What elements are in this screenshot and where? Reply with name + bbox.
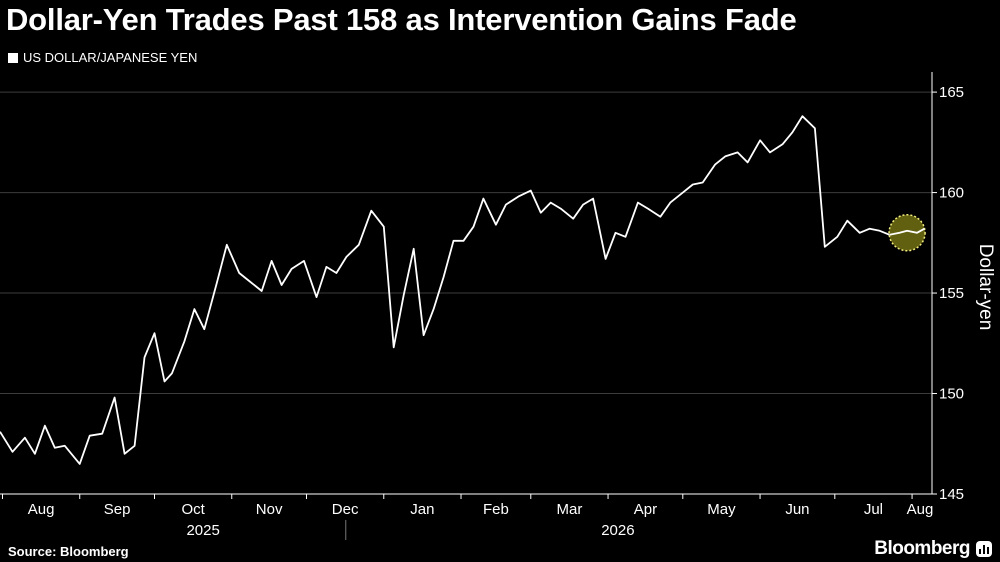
x-tick-label: May <box>707 501 736 518</box>
x-axis: Aug Sep Oct Nov Dec Jan Feb Mar Apr May Jun Jul Aug 2… <box>0 493 934 540</box>
source-note: Source: Bloomberg <box>8 544 129 559</box>
y-tick-label: 155 <box>939 285 964 302</box>
y-tick-label: 160 <box>939 185 964 202</box>
y-tick-label: 150 <box>939 386 964 403</box>
legend: US DOLLAR/JAPANESE YEN <box>8 50 197 65</box>
x-year-label: 2025 <box>186 522 219 539</box>
x-tick-label: Oct <box>181 501 205 518</box>
series-layer <box>0 115 925 465</box>
highlight-layer <box>888 214 926 252</box>
x-tick-label: Feb <box>483 501 509 518</box>
x-tick-label: Nov <box>256 501 283 518</box>
brand-name: Bloomberg <box>874 538 970 559</box>
highlight-series-segment <box>889 227 925 236</box>
x-tick-label: Jun <box>785 501 809 518</box>
series-line-usdjpy <box>0 115 925 465</box>
x-tick-label: Dec <box>332 501 359 518</box>
chart-title: Dollar-Yen Trades Past 158 as Interventi… <box>6 2 797 37</box>
x-tick-label: Jan <box>410 501 434 518</box>
x-tick-label: Sep <box>104 501 131 518</box>
x-year-label: 2026 <box>601 522 634 539</box>
bloomberg-chart-icon <box>976 541 992 557</box>
x-tick-label: Apr <box>634 501 657 518</box>
brand: Bloomberg <box>874 538 992 560</box>
x-tick-label: Aug <box>907 501 934 518</box>
y-axis: 145 150 155 160 165 <box>931 72 964 503</box>
x-tick-label: Jul <box>864 501 883 518</box>
y-axis-label: Dollar-yen <box>975 244 996 331</box>
highlight-circle <box>888 214 926 252</box>
y-tick-label: 165 <box>939 84 964 101</box>
x-tick-label: Aug <box>28 501 55 518</box>
legend-swatch <box>8 52 18 63</box>
x-tick-label: Mar <box>556 501 582 518</box>
legend-label: US DOLLAR/JAPANESE YEN <box>23 50 198 65</box>
y-tick-label: 145 <box>939 486 964 503</box>
grid-layer <box>0 91 932 495</box>
